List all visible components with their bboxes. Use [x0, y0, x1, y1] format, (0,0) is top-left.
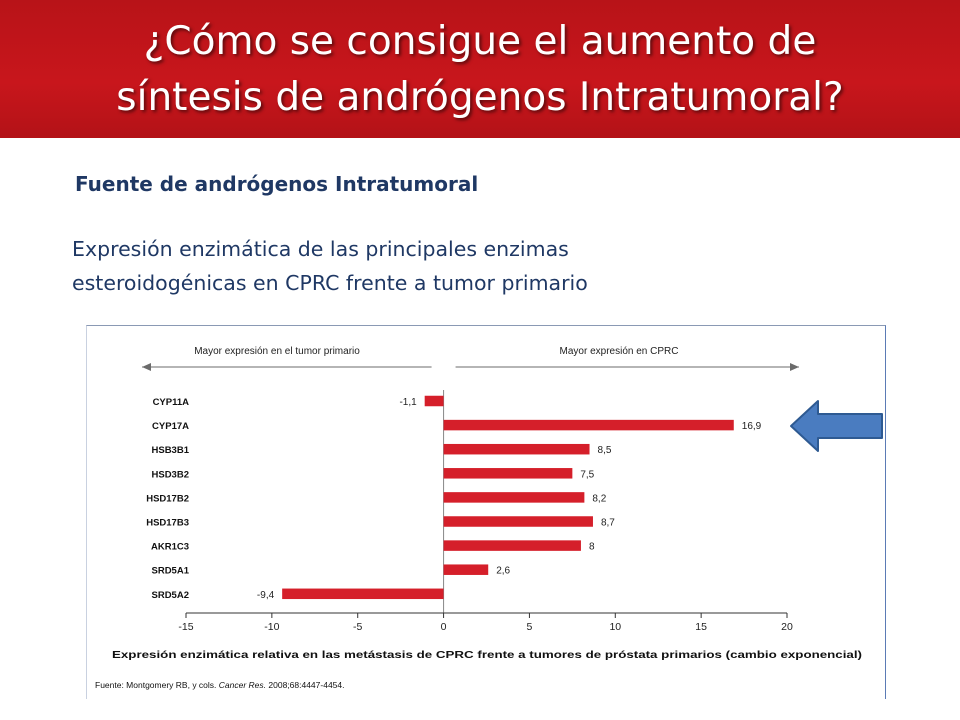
category-label: CYP17A: [152, 421, 189, 432]
x-tick-label: 10: [609, 621, 621, 633]
x-tick-label: 5: [527, 621, 533, 633]
bar: [443, 540, 581, 551]
left-direction-arrowhead: [142, 363, 151, 371]
source-citation: Fuente: Montgomery RB, y cols. Cancer Re…: [95, 680, 345, 690]
value-label: 2,6: [496, 566, 510, 577]
description-line-1: Expresión enzimática de las principales …: [72, 237, 569, 261]
description-line-2: esteroidogénicas en CPRC frente a tumor …: [72, 271, 588, 295]
chart-description: Expresión enzimática de las principales …: [72, 232, 772, 300]
bar: [443, 443, 590, 455]
value-label: 7,5: [580, 469, 594, 480]
left-arrow-icon: [790, 400, 883, 452]
x-tick-label: 20: [781, 621, 793, 633]
source-journal: Cancer Res.: [219, 680, 266, 690]
source-suffix: 2008;68:4447-4454.: [266, 680, 344, 690]
category-label: SRD5A2: [152, 590, 190, 601]
value-label: 8,2: [592, 493, 606, 504]
x-tick-label: 15: [695, 621, 707, 633]
category-label: SRD5A1: [152, 566, 190, 577]
value-label: 16,9: [742, 421, 762, 432]
value-label: 8: [589, 542, 595, 553]
left-direction-label: Mayor expresión en el tumor primario: [194, 346, 360, 357]
x-tick-label: -10: [264, 621, 279, 633]
category-label: AKR1C3: [151, 542, 189, 553]
x-tick-label: 0: [441, 621, 447, 633]
x-tick-label: -5: [353, 621, 362, 633]
page-title-line-2: síntesis de andrógenos Intratumoral?: [116, 75, 844, 120]
source-prefix: Fuente: Montgomery RB, y cols.: [95, 680, 219, 690]
value-label: 8,5: [598, 445, 612, 456]
title-banner: [0, 0, 960, 138]
right-direction-label: Mayor expresión en CPRC: [560, 346, 679, 357]
bar: [443, 516, 593, 527]
bar: [424, 395, 444, 407]
category-label: HSD3B2: [152, 469, 190, 480]
category-label: HSD17B3: [146, 518, 189, 529]
category-label: HSB3B1: [152, 445, 190, 456]
bar: [282, 588, 444, 600]
x-tick-label: -15: [178, 621, 193, 633]
bar: [443, 419, 734, 431]
x-axis-label: Expresión enzimática relativa en las met…: [112, 650, 862, 661]
value-label: -1,1: [399, 397, 417, 408]
page-title-line-1: ¿Cómo se consigue el aumento de: [143, 19, 817, 64]
bar: [443, 564, 489, 575]
category-label: HSD17B2: [146, 493, 189, 504]
bar: [443, 468, 573, 479]
bar-chart: Mayor expresión en el tumor primario Mayo…: [95, 346, 862, 690]
chart-frame: Mayor expresión en el tumor primario Mayo…: [86, 325, 886, 699]
bar: [443, 492, 585, 503]
right-direction-arrowhead: [790, 363, 799, 371]
value-label: 8,7: [601, 518, 615, 529]
page-title: ¿Cómo se consigue el aumento de síntesis…: [0, 14, 960, 126]
value-label: -9,4: [257, 590, 275, 601]
section-subtitle: Fuente de andrógenos Intratumoral: [75, 172, 479, 196]
category-label: CYP11A: [153, 397, 190, 408]
